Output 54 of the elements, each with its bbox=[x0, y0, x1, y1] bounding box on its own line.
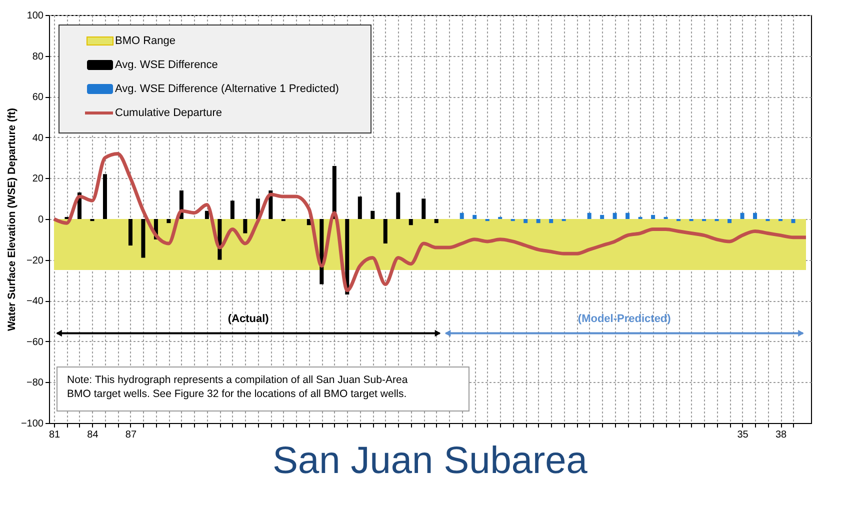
bar bbox=[612, 212, 617, 219]
bar bbox=[600, 214, 604, 219]
bar bbox=[166, 219, 171, 224]
x-tick-label: 84 bbox=[87, 430, 99, 440]
x-tick-label: 81 bbox=[48, 430, 60, 440]
bar bbox=[549, 219, 554, 224]
bar bbox=[791, 219, 796, 224]
bar bbox=[230, 200, 234, 219]
bar bbox=[408, 219, 413, 226]
y-tick-label: 40 bbox=[32, 132, 44, 144]
y-axis-title: Water Surface Elevation (WSE) Departure (ft) bbox=[6, 108, 18, 332]
y-tick-label: −40 bbox=[26, 296, 44, 308]
bar bbox=[434, 219, 438, 224]
bar bbox=[141, 219, 146, 258]
legend-label: Avg. WSE Difference (Alternative 1 Predicted) bbox=[115, 83, 339, 95]
bar bbox=[204, 210, 209, 219]
legend-label: Cumulative Departure bbox=[115, 107, 222, 119]
text: San Juan Subarea bbox=[272, 440, 588, 482]
y-tick-label: 20 bbox=[32, 174, 44, 185]
bar bbox=[728, 219, 732, 224]
y-tick-label: −20 bbox=[26, 255, 44, 266]
bar bbox=[370, 210, 375, 219]
bar bbox=[128, 219, 132, 246]
x-tick-label: 35 bbox=[737, 430, 749, 440]
bar bbox=[460, 212, 464, 219]
bar bbox=[102, 174, 107, 219]
y-tick-label: 80 bbox=[32, 51, 44, 62]
legend-label: BMO Range bbox=[115, 35, 176, 47]
annotation: (Actual) bbox=[228, 312, 270, 325]
bar bbox=[396, 192, 400, 219]
bar bbox=[536, 219, 540, 224]
bar bbox=[651, 214, 656, 219]
y-tick-label: 60 bbox=[32, 92, 44, 104]
y-tick-label: 100 bbox=[26, 10, 44, 22]
bar bbox=[753, 212, 758, 219]
bar bbox=[383, 219, 388, 244]
y-tick-label: −80 bbox=[26, 378, 44, 389]
bar bbox=[243, 219, 248, 234]
annotation: Note: This hydrograph represents a compilation of all San Juan Sub-Area BMO target wells. See Figure 32 for the locations of all BMO target wells. bbox=[67, 374, 408, 400]
line-series bbox=[52, 152, 808, 292]
x-tick-label: 38 bbox=[775, 430, 788, 440]
bar bbox=[524, 219, 528, 224]
bar bbox=[358, 196, 362, 219]
annotation: (Model-Predicted) bbox=[578, 312, 672, 325]
bar bbox=[472, 214, 477, 219]
bar bbox=[422, 198, 426, 219]
y-tick-label: −60 bbox=[26, 336, 44, 348]
bar bbox=[740, 212, 744, 219]
legend-label: Avg. WSE Difference bbox=[115, 59, 218, 71]
y-tick-label: 0 bbox=[38, 214, 44, 226]
y-tick-label: −100 bbox=[20, 418, 44, 430]
x-tick-label: 87 bbox=[125, 430, 137, 440]
bar bbox=[587, 212, 592, 219]
bar bbox=[626, 212, 630, 219]
